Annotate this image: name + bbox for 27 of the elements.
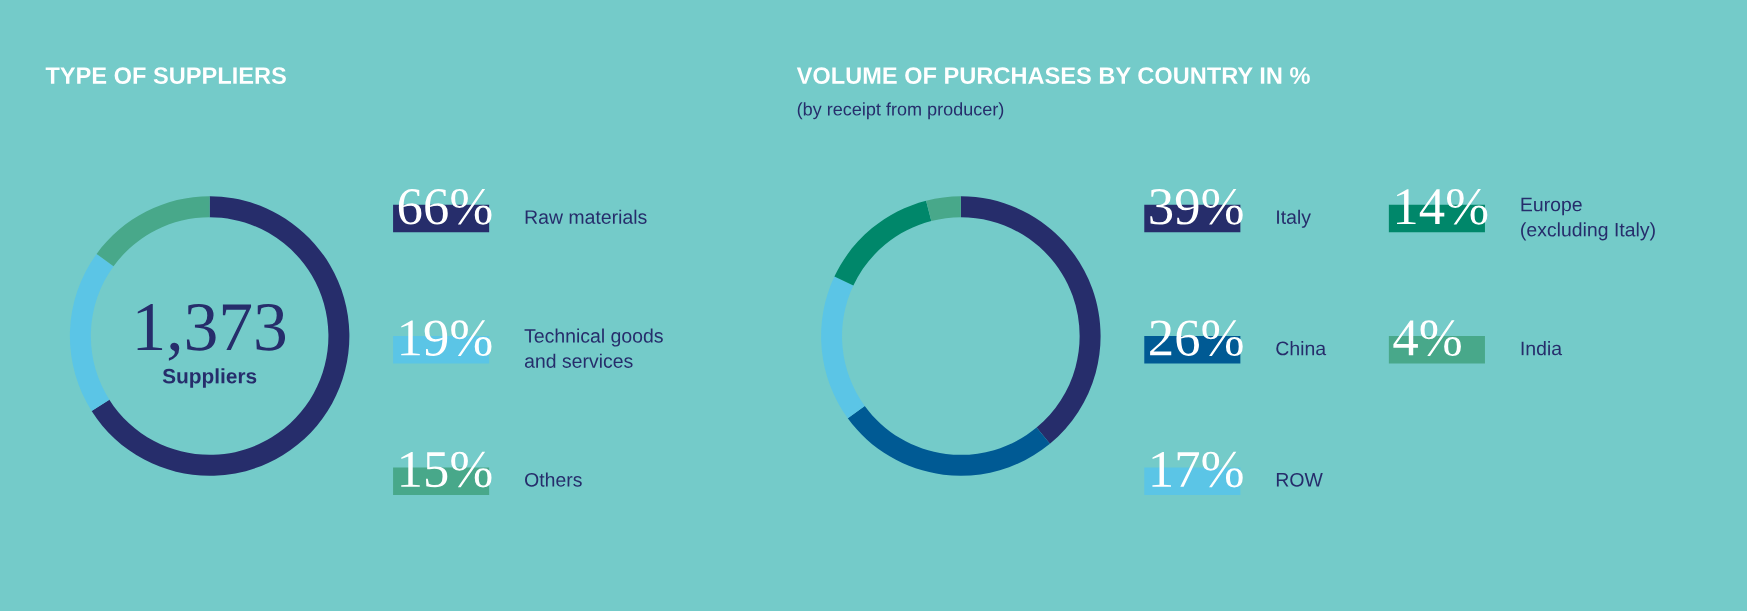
legend-label: Italy: [1277, 209, 1311, 228]
donut-slice: [91, 196, 350, 476]
donut-slice: [96, 196, 210, 267]
legend-label: Europe (excluding Italy): [1521, 197, 1655, 241]
donut-slice: [960, 196, 1101, 444]
data-label: 4%: [1393, 320, 1461, 357]
chart-title: VOLUME OF PURCHASES BY COUNTRY IN %: [796, 67, 1310, 84]
text: 1,373: [137, 303, 286, 361]
data-label: 26%: [1150, 320, 1243, 357]
donut-slice: [926, 196, 961, 221]
donut-slice: [69, 253, 114, 411]
donut-slice: [847, 405, 1050, 476]
donut-slice: [821, 276, 865, 419]
data-label: 17%: [1152, 451, 1243, 488]
data-label: 19%: [401, 320, 492, 357]
legend-label: Others: [525, 472, 582, 487]
text: Suppliers: [162, 368, 257, 388]
donut-slice: [834, 200, 932, 286]
legend-label: India: [1521, 341, 1563, 356]
legend-label: ROW: [1276, 472, 1323, 487]
data-label: 15%: [401, 451, 492, 488]
data-label: 14%: [1397, 188, 1488, 225]
legend-label: China: [1276, 341, 1327, 356]
legend-label: Raw materials: [525, 209, 647, 224]
legend-label: Technical goods and services: [524, 328, 663, 368]
chart-title: TYPE OF SUPPLIERS: [45, 67, 286, 84]
chart-subtitle: (by receipt from producer): [797, 102, 1004, 120]
